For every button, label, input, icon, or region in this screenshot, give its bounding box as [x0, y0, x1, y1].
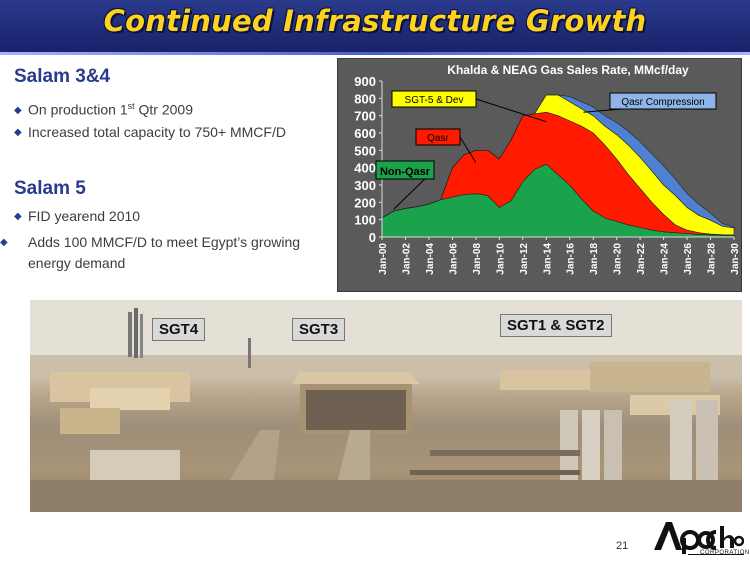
y-tick-label: 300	[354, 178, 376, 193]
diamond-bullet-icon: ◆	[0, 237, 8, 248]
y-tick-label: 100	[354, 213, 376, 228]
x-tick-label: Jan-26	[683, 243, 694, 275]
series-area-qasr-compression	[381, 94, 735, 229]
x-tick-label: Jan-18	[589, 243, 600, 275]
annotation-leader-sgt-5-dev	[475, 98, 547, 123]
section-heading-salam-3-4: Salam 3&4	[14, 66, 111, 87]
bullet-item: ◆ Increased total capacity to 750+ MMCF/D	[14, 122, 334, 143]
diamond-bullet-icon: ◆	[14, 127, 22, 138]
bullet-item: ◆ On production 1st Qtr 2009	[14, 96, 334, 121]
x-tick-label: Jan-06	[448, 243, 459, 275]
bullet-item: ◆ FID yearend 2010	[14, 206, 334, 227]
annotation-box-qasr	[415, 128, 461, 146]
diamond-bullet-icon: ◆	[14, 104, 22, 116]
y-tick-label: 900	[354, 74, 376, 89]
x-tick-label: Jan-12	[519, 243, 530, 275]
y-tick-label: 400	[354, 161, 376, 176]
annotation-box-sgt-5-dev	[391, 90, 477, 108]
photo-label-sgt1-sgt2: SGT1 & SGT2	[500, 314, 612, 337]
page-number: 21	[616, 540, 629, 552]
apache-logo-icon	[654, 522, 745, 555]
y-tick-label: 0	[369, 230, 376, 245]
apache-logo: CORPORATION	[648, 516, 749, 562]
section-heading-salam-5: Salam 5	[14, 178, 86, 199]
annotation-label-qasr: Qasr	[427, 133, 449, 144]
x-tick-label: Jan-24	[660, 243, 671, 275]
diamond-bullet-icon: ◆	[14, 211, 22, 222]
chart-title: Khalda & NEAG Gas Sales Rate, MMcf/day	[447, 63, 689, 77]
annotation-label-non-qasr: Non-Qasr	[380, 166, 431, 178]
y-tick-label: 600	[354, 126, 376, 141]
x-tick-label: Jan-10	[495, 243, 506, 275]
annotation-box-non-qasr	[375, 160, 435, 180]
title-bar	[0, 0, 750, 52]
y-tick-label: 800	[354, 91, 376, 106]
bullet-item: ◆ Adds 100 MMCF/D to meet Egypt’s growing…	[0, 234, 301, 271]
chart-svg: Khalda & NEAG Gas Sales Rate, MMcf/day 0 1…	[354, 63, 741, 275]
x-tick-label: Jan-30	[730, 243, 741, 275]
x-tick-label: Jan-20	[613, 243, 624, 275]
x-tick-label: Jan-14	[542, 243, 553, 275]
photo-label-sgt3: SGT3	[292, 318, 346, 341]
facility-photo-illustration	[30, 300, 742, 512]
annotation-label-sgt-5-dev: SGT-5 & Dev	[405, 95, 464, 106]
x-tick-label: Jan-08	[472, 243, 483, 275]
apache-logo-subtitle: CORPORATION	[700, 550, 750, 556]
annotation-box-qasr-compression	[609, 92, 717, 110]
annotation-leader-qasr	[459, 136, 477, 163]
y-tick-label: 700	[354, 109, 376, 124]
title-underline	[0, 52, 750, 55]
x-tick-label: Jan-04	[425, 243, 436, 275]
x-tick-label: Jan-00	[378, 243, 389, 275]
gas-sales-chart: Khalda & NEAG Gas Sales Rate, MMcf/day 0 1…	[337, 58, 742, 292]
y-tick-label: 500	[354, 143, 376, 158]
x-tick-label: Jan-28	[707, 243, 718, 275]
y-tick-label: 200	[354, 195, 376, 210]
x-tick-label: Jan-02	[401, 243, 412, 275]
photo-label-sgt4: SGT4	[152, 318, 206, 341]
slide-title: Continued Infrastructure Growth	[103, 4, 647, 38]
annotation-label-qasr-compression: Qasr Compression	[621, 97, 704, 108]
x-tick-label: Jan-16	[566, 243, 577, 275]
facility-photo: SGT4 SGT3 SGT1 & SGT2	[30, 300, 742, 512]
x-tick-label: Jan-22	[636, 243, 647, 275]
